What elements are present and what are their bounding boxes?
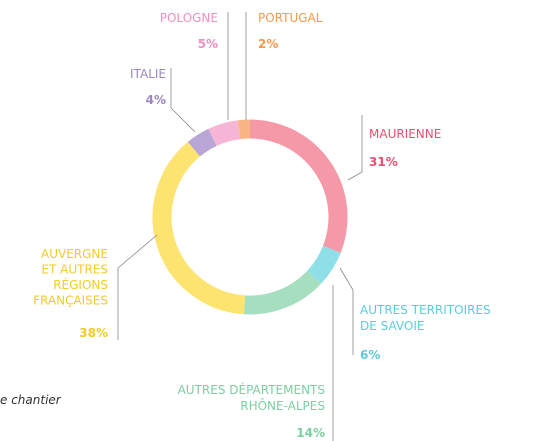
slice-label: ET AUTRES [41, 263, 108, 277]
donut-segment [152, 141, 246, 315]
slice-label: FRANÇAISES [33, 294, 108, 308]
slice-label: AUVERGNE [41, 247, 108, 261]
slice-label: ITALIE [130, 67, 166, 81]
donut-segment [249, 119, 348, 253]
donut-segment [307, 245, 341, 284]
slice-label: AUTRES DÉPARTEMENTS [178, 382, 325, 397]
slice-label: RÉGIONS [53, 277, 108, 292]
value-label: 14% [296, 426, 325, 440]
slice-label: POLOGNE [160, 11, 218, 25]
donut-segment [243, 270, 322, 315]
slice-label: RHÔNE-ALPES [240, 398, 325, 413]
leader-line [117, 234, 158, 340]
footnote: e chantier [0, 393, 62, 407]
value-label: 2% [258, 37, 278, 51]
slice-label: DE SAVOIE [360, 319, 424, 333]
donut-segment [237, 119, 251, 140]
donut-segment [208, 120, 241, 147]
donut-segment [187, 128, 217, 157]
slice-label: AUTRES TERRITOIRES [360, 303, 491, 317]
leader-line [347, 115, 363, 181]
leader-line [339, 267, 354, 355]
value-label: 6% [360, 348, 380, 362]
slice-label: PORTUGAL [258, 11, 323, 25]
slice-label: MAURIENNE [369, 127, 441, 141]
value-label: 38% [79, 326, 108, 340]
value-label: 5% [198, 37, 218, 51]
leader-line [170, 68, 196, 133]
value-label: 4% [146, 93, 166, 107]
value-label: 31% [369, 155, 398, 169]
